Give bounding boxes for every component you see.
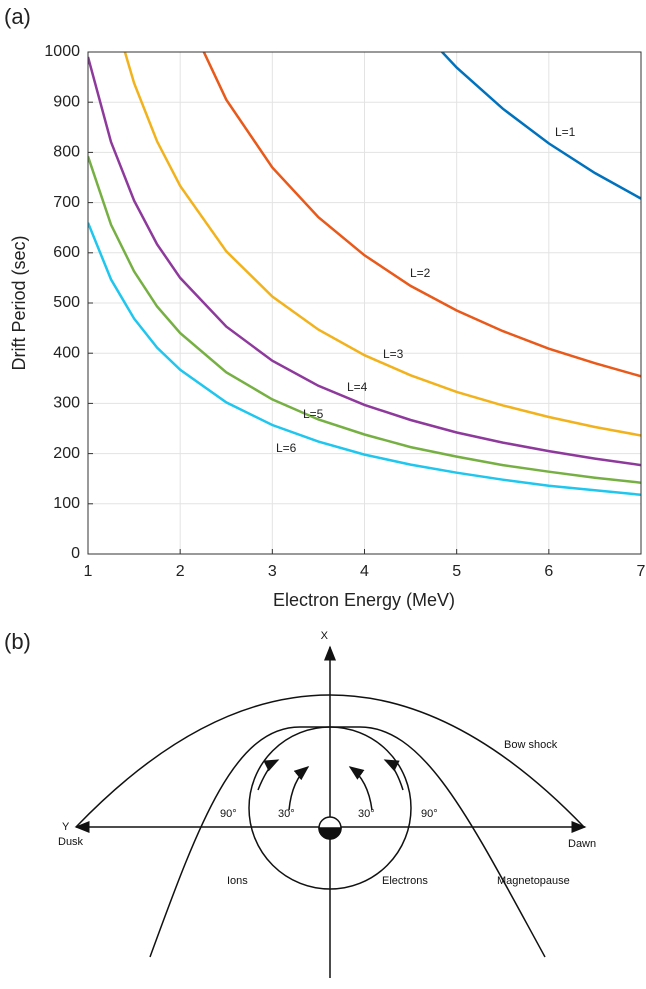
x-tick-label: 6 <box>544 563 553 580</box>
x-tick-label: 7 <box>637 563 646 580</box>
y-tick-label: 500 <box>53 294 80 311</box>
label: Bow shock <box>504 739 558 751</box>
label: Dusk <box>58 836 84 848</box>
y-tick-label: 1000 <box>44 43 80 60</box>
panel-label: (a) <box>4 4 31 29</box>
y-tick-label: 600 <box>53 244 80 261</box>
x-tick-label: 4 <box>360 563 369 580</box>
plot-lines <box>88 52 641 497</box>
series-line <box>440 52 641 200</box>
series-label: L=6 <box>276 441 297 455</box>
panel-label: (b) <box>4 629 31 654</box>
label: 90° <box>220 808 237 820</box>
y-tick-label: 800 <box>53 144 80 161</box>
series-label: L=3 <box>383 347 404 361</box>
label: Magnetopause <box>497 875 570 887</box>
y-tick-label: 700 <box>53 194 80 211</box>
electron-drift-arrow <box>348 766 373 811</box>
series-line <box>88 156 641 484</box>
series-label: L=1 <box>555 125 576 139</box>
series-line <box>88 56 641 467</box>
ion-drift-arrow <box>288 766 310 811</box>
drift-orbit <box>248 726 412 890</box>
plot-frame <box>87 51 642 555</box>
diagram: (b) X Y Dusk Dawn Bow shock Magnetopause… <box>4 629 596 978</box>
label: 90° <box>421 808 438 820</box>
y-tick-label: 100 <box>53 495 80 512</box>
label: X <box>321 630 329 642</box>
x-tick-label: 5 <box>452 563 461 580</box>
series-label: L=5 <box>303 407 324 421</box>
series-line <box>88 222 641 497</box>
label: Ions <box>227 875 248 887</box>
y-tick-label: 300 <box>53 395 80 412</box>
y-tick-label: 900 <box>53 93 80 110</box>
y-tick-label: 0 <box>71 545 80 562</box>
series-label: L=2 <box>410 266 431 280</box>
magnetopause <box>149 726 546 958</box>
series-label: L=4 <box>347 380 368 394</box>
bow-shock <box>75 694 585 828</box>
electron-drift-arrow <box>383 759 404 791</box>
y-tick-label: 200 <box>53 445 80 462</box>
label: 30° <box>358 808 375 820</box>
label: Y <box>62 821 70 833</box>
x-tick-label: 3 <box>268 563 277 580</box>
y-axis-title: Drift Period (sec) <box>9 235 29 370</box>
y-tick-label: 400 <box>53 344 80 361</box>
label: 30° <box>278 808 295 820</box>
series-line <box>202 52 641 378</box>
x-axis-title: Electron Energy (MeV) <box>273 590 455 610</box>
series-line <box>123 52 641 437</box>
earth-night <box>318 827 342 840</box>
x-tick-label: 1 <box>84 563 93 580</box>
ion-drift-arrow <box>257 759 280 791</box>
label: Dawn <box>568 838 596 850</box>
x-tick-label: 2 <box>176 563 185 580</box>
label: Electrons <box>382 875 428 887</box>
